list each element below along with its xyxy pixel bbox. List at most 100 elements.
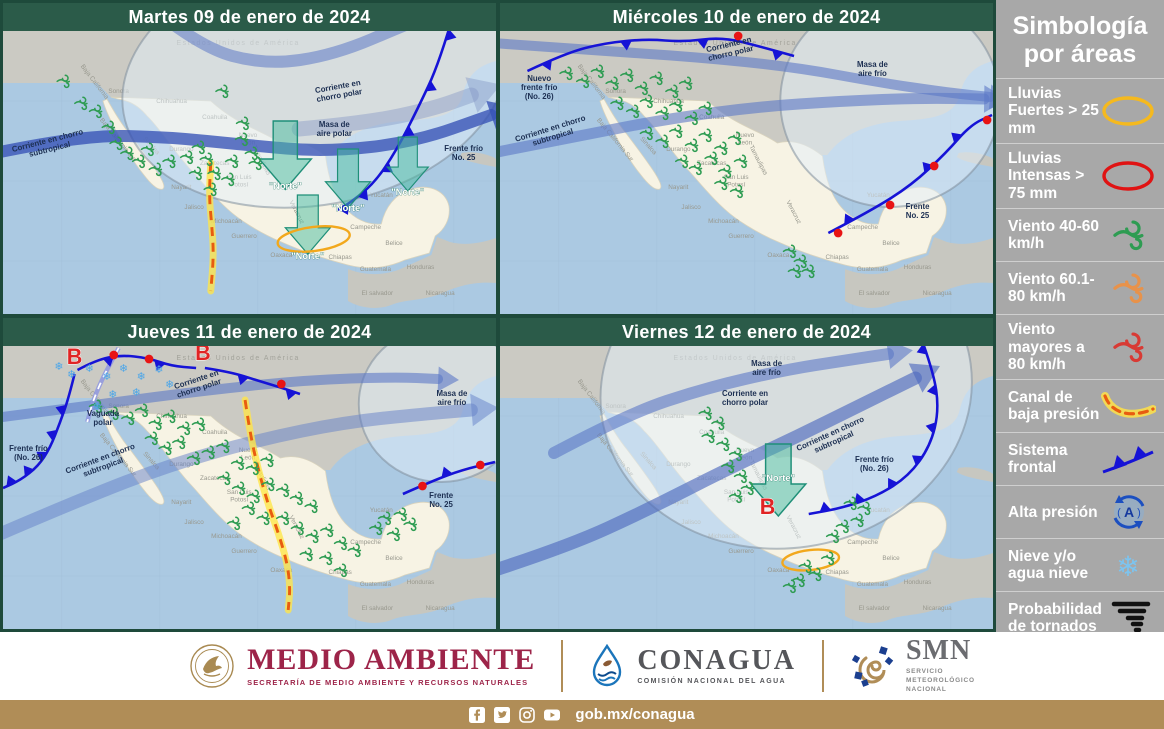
svg-text:Honduras: Honduras bbox=[407, 579, 435, 586]
legend-item-lluvias-intensas: Lluvias Intensas > 75 mm bbox=[996, 143, 1164, 208]
svg-text:Honduras: Honduras bbox=[407, 264, 435, 271]
medio-ambiente-name: MEDIO AMBIENTE bbox=[247, 643, 536, 676]
twitter-icon[interactable] bbox=[494, 706, 511, 723]
eagle-seal-icon bbox=[190, 644, 234, 688]
institutional-footer: MEDIO AMBIENTE SECRETARÍA DE MEDIO AMBIE… bbox=[0, 632, 1164, 700]
svg-text:"Norte": "Norte" bbox=[269, 180, 302, 191]
svg-text:Guatemala: Guatemala bbox=[857, 581, 889, 588]
weather-map-miercoles: Estados Unidos de América Sonora Chihuahua… bbox=[500, 3, 993, 314]
gold-social-bar: gob.mx/conagua bbox=[0, 700, 1164, 729]
weather-map-jueves: Estados Unidos de AméricaSonoraChihuahua… bbox=[3, 318, 496, 629]
canal-baja-presion-icon bbox=[1101, 392, 1156, 418]
svg-text:❄: ❄ bbox=[93, 400, 102, 413]
svg-text:Belice: Belice bbox=[882, 555, 900, 562]
svg-text:Chiapas: Chiapas bbox=[825, 569, 848, 576]
svg-text:Jalisco: Jalisco bbox=[184, 519, 204, 526]
svg-text:Campeche: Campeche bbox=[847, 224, 878, 231]
legend-title: Simbología por áreas bbox=[1012, 12, 1148, 68]
legend-item-viento-60-80: Viento 60.1-80 km/h bbox=[996, 261, 1164, 314]
panel-martes-09: Martes 09 de enero de 2024 Estados Unido… bbox=[3, 3, 496, 314]
svg-text:Yucatán: Yucatán bbox=[370, 507, 393, 514]
svg-text:Nayarit: Nayarit bbox=[171, 499, 191, 506]
legend-item-sistema-frontal: Sistema frontal bbox=[996, 432, 1164, 485]
alta-presion-icon: A ( ) bbox=[1113, 495, 1145, 530]
svg-text:Nicaragua: Nicaragua bbox=[426, 605, 455, 612]
svg-text:Nicaragua: Nicaragua bbox=[426, 290, 455, 297]
svg-text:Oaxaca: Oaxaca bbox=[767, 252, 789, 259]
svg-text:B: B bbox=[67, 344, 83, 369]
svg-text:Honduras: Honduras bbox=[904, 264, 932, 271]
smn-subtitle: SERVICIO METEOROLÓGICO NACIONAL bbox=[905, 668, 975, 693]
svg-text:Honduras: Honduras bbox=[904, 579, 932, 586]
conagua-block: CONAGUA COMISIÓN NACIONAL DEL AGUA bbox=[589, 644, 796, 688]
svg-text:): ) bbox=[1137, 507, 1141, 519]
legend-item-lluvias-fuertes: Lluvias Fuertes > 25 mm bbox=[996, 78, 1164, 143]
svg-text:Campeche: Campeche bbox=[350, 539, 381, 546]
panel-viernes-12: Viernes 12 de enero de 2024 Estados Unid… bbox=[500, 318, 993, 629]
svg-text:Sonora: Sonora bbox=[108, 88, 129, 95]
conagua-logo-icon bbox=[593, 644, 622, 687]
svg-text:Yucatán: Yucatán bbox=[370, 192, 393, 199]
panel-title-viernes: Viernes 12 de enero de 2024 bbox=[500, 318, 993, 346]
svg-text:Frente frío(No. 26): Frente frío (No. 26) bbox=[9, 444, 48, 462]
svg-text:"Norte": "Norte" bbox=[391, 186, 424, 197]
medio-ambiente-block: MEDIO AMBIENTE SECRETARÍA DE MEDIO AMBIE… bbox=[189, 643, 535, 689]
svg-text:Michoacán: Michoacán bbox=[211, 218, 242, 225]
viento-40-60-icon bbox=[1113, 220, 1144, 251]
svg-text:Guerrero: Guerrero bbox=[231, 548, 257, 555]
svg-text:Estados Unidos de América: Estados Unidos de América bbox=[674, 40, 797, 47]
instagram-icon[interactable] bbox=[519, 706, 536, 723]
svg-text:Chihuahua: Chihuahua bbox=[653, 98, 684, 105]
smn-block: SMN SERVICIO METEOROLÓGICO NACIONAL bbox=[850, 637, 975, 694]
nieve-icon: ❄ bbox=[1116, 550, 1139, 583]
svg-text:Chiapas: Chiapas bbox=[825, 254, 848, 261]
facebook-icon[interactable] bbox=[469, 706, 486, 723]
svg-text:Guatemala: Guatemala bbox=[857, 266, 889, 273]
svg-text:Michoacán: Michoacán bbox=[708, 218, 739, 225]
footer-separator-2 bbox=[821, 640, 824, 692]
svg-text:Coahuila: Coahuila bbox=[202, 429, 228, 436]
svg-text:Guerrero: Guerrero bbox=[728, 233, 754, 240]
svg-text:❄: ❄ bbox=[85, 362, 94, 375]
legend-item-nieve: Nieve y/o agua nieve ❄ bbox=[996, 538, 1164, 591]
svg-text:❄: ❄ bbox=[108, 388, 117, 401]
legend-item-canal-baja-presion: Canal de baja presión bbox=[996, 379, 1164, 432]
svg-text:❄: ❄ bbox=[67, 368, 76, 381]
sistema-frontal-icon bbox=[1102, 446, 1154, 474]
gob-mx-link[interactable]: gob.mx/conagua bbox=[575, 706, 695, 723]
legend-item-viento-40-60: Viento 40-60 km/h bbox=[996, 208, 1164, 261]
svg-text:Oaxaca: Oaxaca bbox=[270, 252, 292, 259]
lluvias-fuertes-icon bbox=[1102, 96, 1154, 126]
svg-text:Nicaragua: Nicaragua bbox=[923, 605, 952, 612]
svg-text:Nayarit: Nayarit bbox=[171, 184, 191, 191]
svg-text:"Norte": "Norte" bbox=[291, 250, 324, 261]
panel-jueves-11: Jueves 11 de enero de 2024 Estados Unido… bbox=[3, 318, 496, 629]
svg-text:Frente frío(No. 26): Frente frío (No. 26) bbox=[855, 455, 894, 473]
svg-text:El salvador: El salvador bbox=[362, 605, 394, 612]
svg-text:(: ( bbox=[1117, 507, 1121, 519]
svg-text:Jalisco: Jalisco bbox=[184, 204, 204, 211]
svg-text:Nayarit: Nayarit bbox=[668, 184, 688, 191]
svg-text:❄: ❄ bbox=[132, 386, 141, 399]
svg-text:Corriente enchorro polar: Corriente enchorro polar bbox=[722, 389, 768, 407]
weather-map-martes: Estados Unidos de AméricaSonoraChihuahua… bbox=[3, 3, 496, 314]
svg-text:❄: ❄ bbox=[165, 378, 174, 391]
panel-miercoles-10: Miércoles 10 de enero de 2024 Estados Un… bbox=[500, 3, 993, 314]
svg-text:Nicaragua: Nicaragua bbox=[923, 290, 952, 297]
svg-text:Jalisco: Jalisco bbox=[681, 204, 701, 211]
svg-text:Sonora: Sonora bbox=[605, 88, 626, 95]
svg-text:Oaxaca: Oaxaca bbox=[767, 567, 789, 574]
youtube-icon[interactable] bbox=[544, 707, 561, 723]
viento-60-80-icon bbox=[1113, 273, 1144, 304]
smn-name: SMN bbox=[905, 635, 972, 667]
svg-text:Belice: Belice bbox=[385, 240, 403, 247]
svg-text:❄: ❄ bbox=[137, 370, 146, 383]
legend-panel: Simbología por áreas Lluvias Fuertes > 2… bbox=[996, 0, 1164, 635]
svg-text:A: A bbox=[1124, 504, 1134, 520]
